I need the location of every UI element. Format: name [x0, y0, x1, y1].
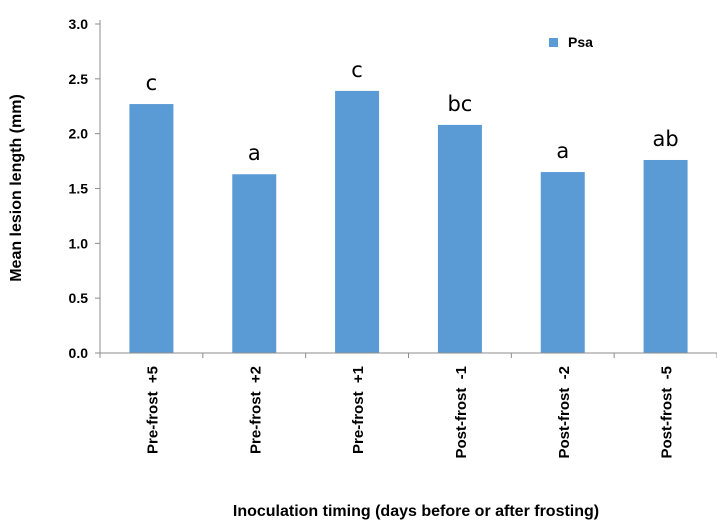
legend: Psa — [549, 34, 593, 50]
x-tick-label: Post-frost -5 — [659, 366, 676, 459]
y-axis-title: Mean lesion length (mm) — [8, 94, 25, 282]
bar — [437, 124, 482, 353]
significance-letter: c — [146, 71, 158, 95]
legend-label-psa: Psa — [568, 34, 593, 50]
bars: c a c bc a ab — [129, 58, 688, 353]
y-tick-label: 0.0 — [69, 345, 89, 361]
y-tick-label: 2.5 — [69, 71, 89, 87]
significance-letter: a — [248, 141, 261, 165]
y-tick-label: 1.0 — [69, 235, 89, 251]
bar — [129, 104, 174, 353]
x-tick-label: Post-frost -2 — [556, 366, 573, 459]
bar — [335, 90, 380, 353]
x-axis: Pre-frost +5 Pre-frost +2 Pre-frost +1 Post… — [99, 352, 717, 459]
x-tick-label: Pre-frost +2 — [247, 366, 264, 454]
y-tick-label: 2.0 — [69, 126, 89, 142]
x-tick-label: Post-frost -1 — [453, 366, 470, 459]
x-tick-label: Pre-frost +1 — [350, 366, 367, 454]
significance-letter: c — [351, 58, 363, 82]
y-tick-label: 3.0 — [69, 16, 89, 32]
y-tick-label: 1.5 — [69, 181, 89, 197]
legend-swatch-psa — [549, 38, 558, 47]
x-axis-title: Inoculation timing (days before or after… — [233, 503, 599, 520]
significance-letter: ab — [652, 127, 678, 151]
significance-letter: a — [556, 139, 569, 163]
bar — [540, 172, 585, 353]
x-tick-label: Pre-frost +5 — [144, 366, 161, 454]
y-axis: 0.0 0.5 1.0 1.5 2.0 2.5 3.0 — [69, 16, 101, 361]
bar — [232, 174, 277, 353]
significance-letter: bc — [447, 92, 472, 116]
bar — [643, 159, 688, 353]
y-tick-label: 0.5 — [69, 290, 89, 306]
